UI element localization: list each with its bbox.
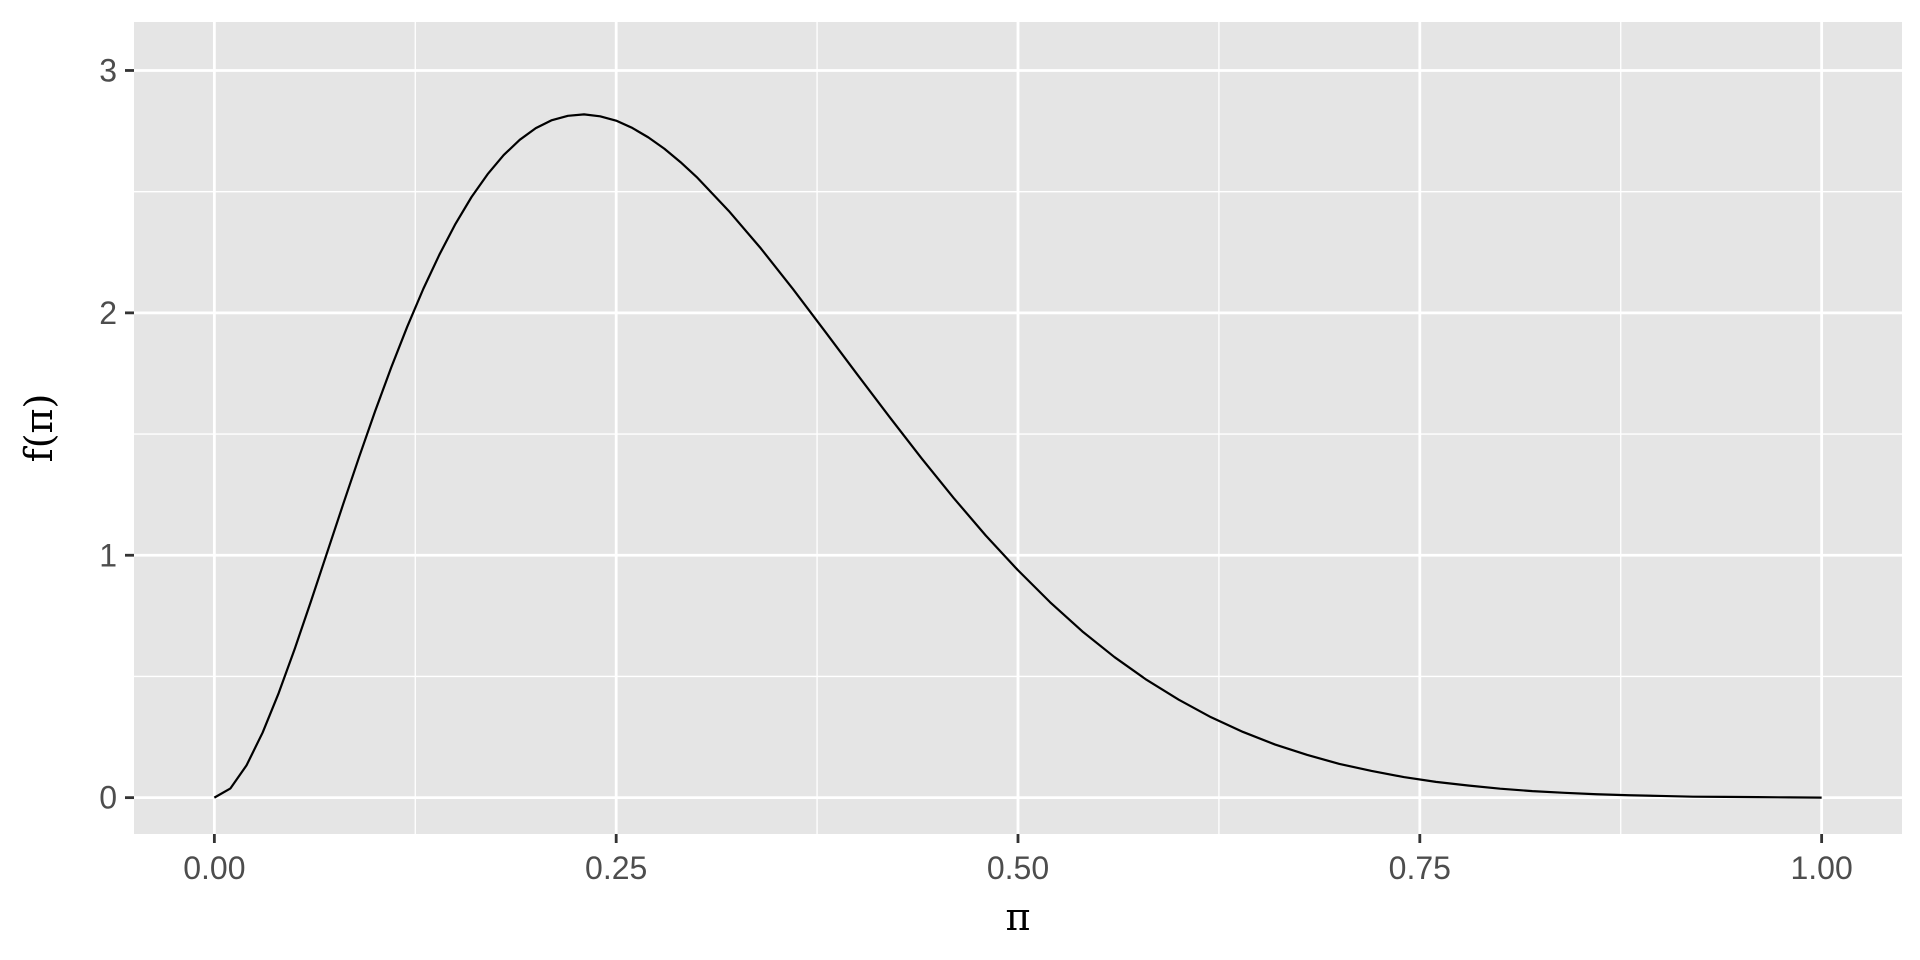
y-tick-label: 3 xyxy=(99,52,117,88)
x-tick-label: 0.75 xyxy=(1389,850,1451,886)
x-tick-label: 1.00 xyxy=(1790,850,1852,886)
density-curve xyxy=(213,113,1822,799)
y-tick-label: 2 xyxy=(99,295,117,331)
axis-ticks xyxy=(125,69,1824,843)
y-tick-label: 1 xyxy=(99,537,117,573)
major-gridlines xyxy=(134,22,1902,834)
x-axis-title: π xyxy=(1006,895,1031,939)
x-tick-label: 0.00 xyxy=(183,850,245,886)
x-tick-label: 0.25 xyxy=(585,850,647,886)
y-axis-title: f(π) xyxy=(17,394,61,463)
x-tick-label: 0.50 xyxy=(987,850,1049,886)
series-layer xyxy=(213,113,1822,799)
y-tick-label: 0 xyxy=(99,780,117,816)
axis-tick-labels: 0.00 0.25 0.50 0.75 1.00 0 1 2 3 xyxy=(99,52,1853,886)
